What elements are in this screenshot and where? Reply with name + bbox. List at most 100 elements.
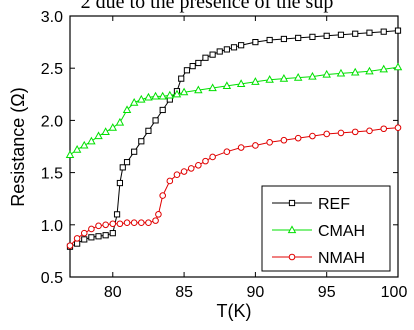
data-point-nmah: [88, 225, 95, 233]
data-point-cmah: [365, 66, 374, 75]
data-point-nmah: [394, 124, 402, 132]
data-point-nmah: [95, 222, 102, 230]
data-point-nmah: [237, 144, 245, 151]
data-point-nmah: [159, 192, 166, 199]
data-point-ref: [238, 42, 245, 49]
data-point-ref: [109, 230, 116, 237]
data-point-nmah: [80, 229, 88, 237]
series-nmah: [66, 124, 402, 249]
data-point-ref: [195, 59, 202, 67]
data-point-ref: [209, 51, 216, 58]
data-point-ref: [152, 117, 159, 124]
y-tick-label: 2.5: [41, 61, 63, 78]
data-point-nmah: [309, 132, 316, 140]
data-point-nmah: [380, 125, 388, 133]
data-point-cmah: [122, 105, 132, 114]
y-axis-label: Resistance (Ω): [8, 87, 28, 207]
data-point-cmah: [308, 71, 317, 80]
data-point-nmah: [366, 127, 373, 135]
data-point-ref: [74, 240, 81, 247]
data-point-ref: [223, 46, 230, 53]
x-tick-label: 85: [175, 284, 193, 301]
data-point-cmah: [236, 79, 246, 87]
data-point-ref: [159, 106, 166, 114]
data-point-nmah: [223, 148, 231, 156]
series-layer: [65, 27, 403, 250]
data-point-ref: [119, 164, 126, 171]
data-point-cmah: [137, 94, 146, 103]
x-tick-label: 100: [381, 284, 408, 301]
legend-marker-cmah: [287, 225, 297, 234]
data-point-cmah: [101, 127, 110, 135]
data-point-nmah: [123, 219, 131, 227]
data-point-ref: [309, 33, 316, 40]
y-tick-label: 0.5: [41, 270, 63, 287]
data-point-ref: [81, 236, 88, 243]
data-point-cmah: [293, 72, 303, 81]
data-point-ref: [145, 127, 152, 134]
data-point-nmah: [252, 142, 259, 149]
data-point-nmah: [323, 130, 330, 138]
data-point-ref: [95, 233, 102, 240]
data-point-ref: [138, 138, 145, 145]
data-point-cmah: [151, 91, 160, 100]
data-point-cmah: [158, 91, 167, 100]
data-point-cmah: [279, 74, 289, 82]
data-point-cmah: [379, 64, 388, 73]
data-point-nmah: [138, 219, 145, 227]
data-point-nmah: [66, 242, 74, 249]
data-point-cmah: [222, 81, 232, 90]
data-point-cmah: [144, 92, 153, 101]
data-point-nmah: [294, 134, 302, 142]
data-point-cmah: [393, 62, 403, 71]
cropped-caption-text: 2 due to the presence of the sup: [80, 0, 334, 13]
data-point-cmah: [65, 150, 75, 158]
data-point-ref: [323, 32, 330, 39]
data-point-cmah: [72, 144, 82, 153]
data-point-nmah: [155, 211, 162, 218]
data-point-nmah: [280, 136, 288, 144]
legend: REF CMAH NMAH: [261, 185, 391, 272]
data-point-cmah: [322, 69, 331, 78]
y-tick-label: 1.5: [41, 166, 63, 183]
data-point-ref: [216, 48, 223, 55]
data-point-ref: [88, 234, 95, 241]
data-point-nmah: [195, 161, 202, 169]
x-tick-label: 90: [246, 284, 264, 301]
data-point-ref: [380, 28, 387, 35]
data-point-ref: [113, 211, 121, 218]
data-point-cmah: [179, 87, 189, 96]
legend-marker-ref: [288, 199, 296, 207]
data-point-ref: [189, 63, 196, 70]
data-point-nmah: [102, 221, 109, 229]
data-point-nmah: [180, 168, 188, 175]
y-tick-label: 3.0: [41, 9, 63, 26]
data-point-cmah: [87, 136, 96, 145]
data-point-cmah: [94, 131, 103, 140]
data-point-cmah: [336, 68, 346, 77]
data-point-ref: [394, 27, 402, 34]
data-point-nmah: [152, 217, 159, 224]
data-point-ref: [230, 44, 238, 51]
data-point-ref: [280, 35, 288, 43]
data-point-ref: [366, 29, 373, 36]
data-point-ref: [183, 67, 191, 74]
data-point-nmah: [266, 139, 273, 146]
data-point-cmah: [350, 67, 360, 76]
data-point-nmah: [109, 220, 117, 228]
data-point-cmah: [80, 140, 89, 149]
data-point-ref: [102, 232, 109, 239]
data-point-ref: [116, 179, 124, 187]
data-point-ref: [295, 34, 302, 42]
data-point-cmah: [172, 89, 182, 98]
data-point-ref: [123, 159, 131, 166]
series-line-cmah: [69, 66, 399, 156]
data-point-nmah: [166, 177, 174, 185]
data-point-ref: [252, 39, 259, 46]
axis-ticks: 80 85 90 95 100 0.5 1.0 1.5 2.0 2.5 3.0: [41, 9, 408, 301]
data-point-ref: [202, 54, 209, 61]
data-point-cmah: [129, 98, 139, 106]
data-point-cmah: [208, 83, 217, 92]
data-point-ref: [337, 31, 345, 38]
